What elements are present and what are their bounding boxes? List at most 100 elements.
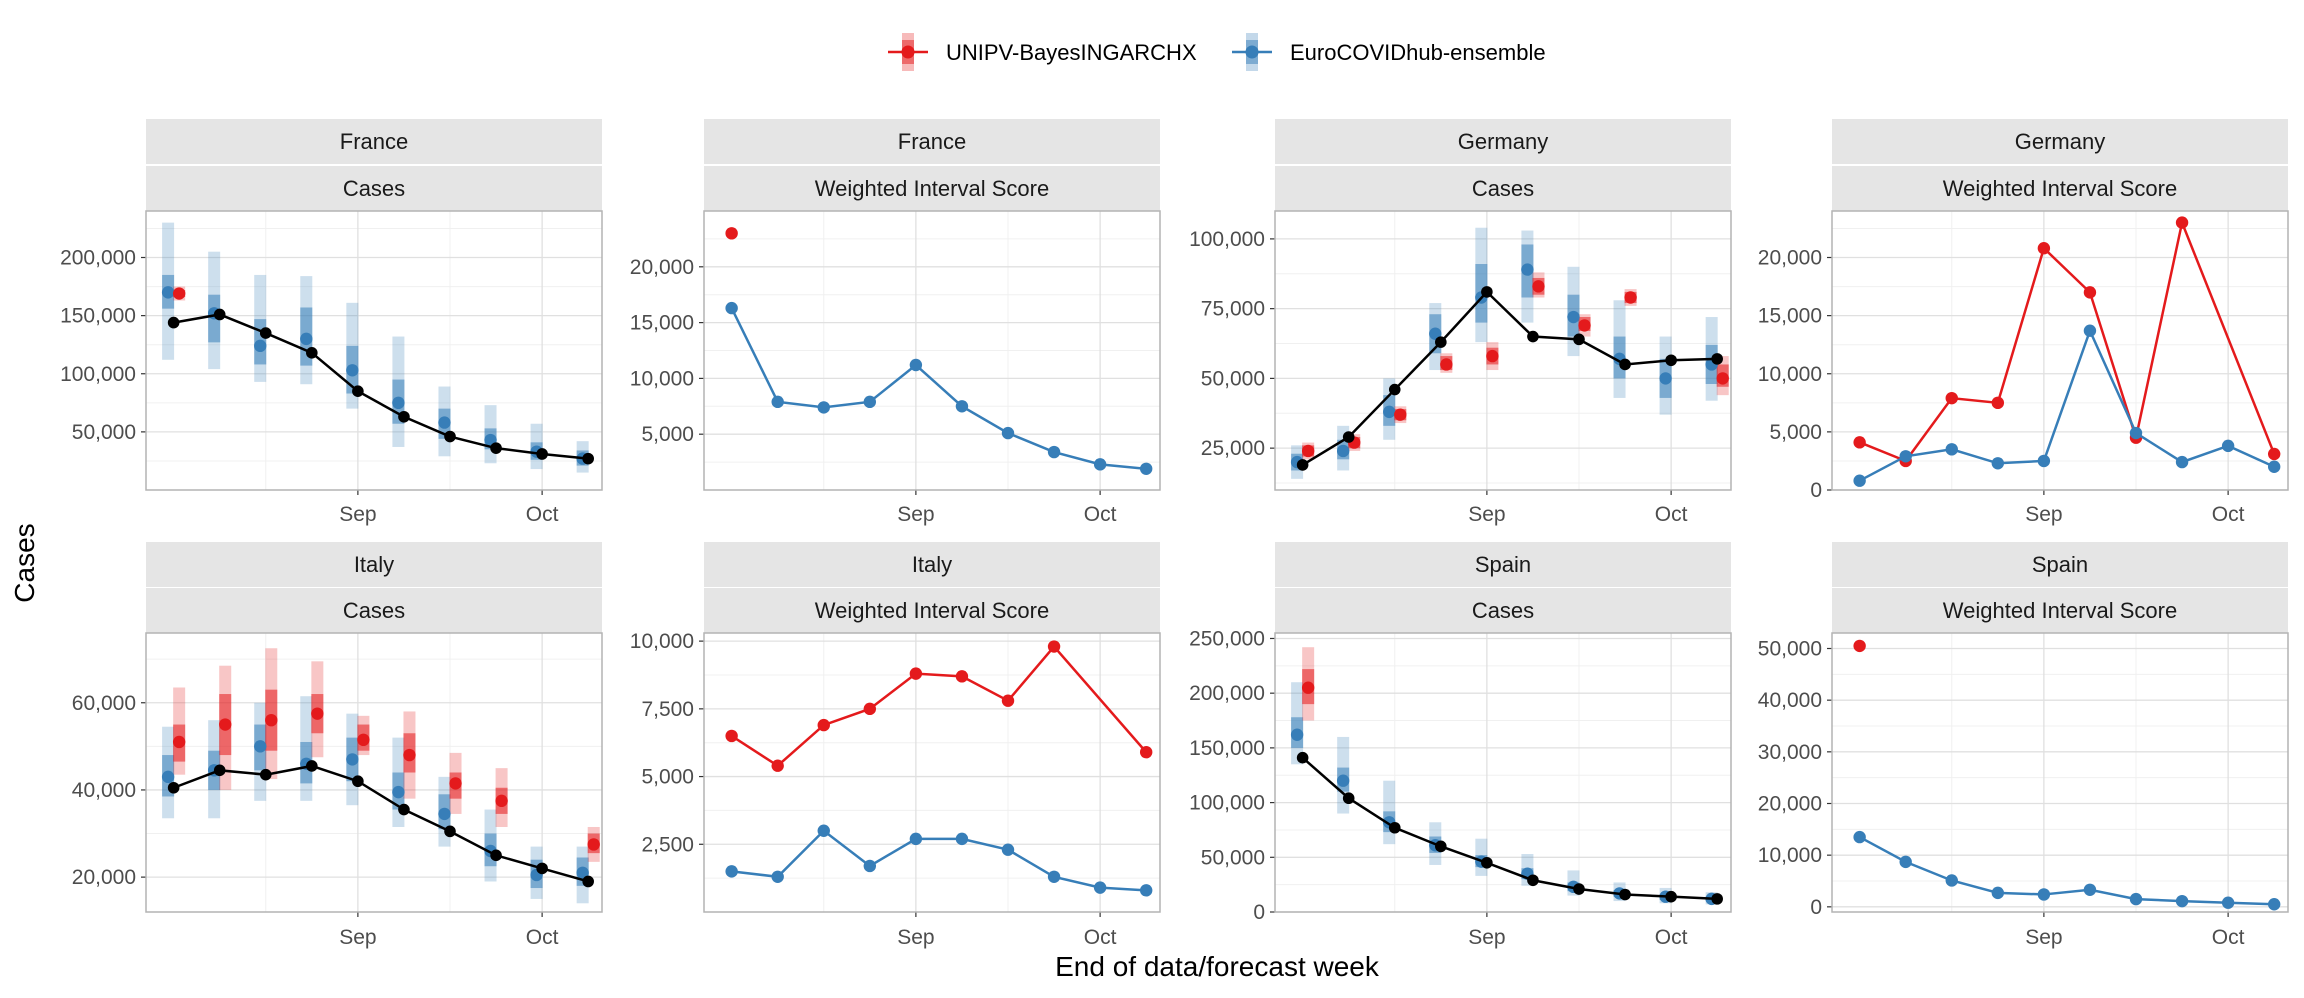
ensemble-point (1047, 445, 1061, 459)
observed-cases-point (1619, 358, 1631, 371)
ensemble-point (2267, 898, 2281, 911)
strip-label-location: Italy (354, 552, 394, 577)
y-tick-label: 0 (1810, 896, 1822, 919)
ensemble-point (2037, 888, 2051, 901)
observed-cases-point (444, 825, 456, 838)
facet-strip (1832, 542, 2288, 587)
observed-cases-point (259, 768, 272, 781)
y-tick-label: 100,000 (60, 363, 136, 386)
ensemble-point (2175, 455, 2189, 469)
ensemble-point (1991, 457, 2005, 470)
legend-key-model (888, 33, 928, 71)
ensemble-point (1991, 886, 2005, 900)
y-tick-label: 200,000 (1189, 682, 1265, 705)
model-point (403, 748, 416, 762)
legend-key-ensemble (1232, 33, 1272, 71)
y-tick-label: 10,000 (1758, 844, 1822, 867)
strip-label-location: Germany (2015, 129, 2105, 154)
x-tick-label: Sep (339, 926, 376, 949)
model-point (1301, 681, 1315, 694)
strip-label-location: France (340, 129, 408, 154)
facet-strip (704, 166, 1160, 211)
ensemble-point (1521, 263, 1534, 276)
x-tick-label: Sep (339, 503, 376, 526)
ensemble-score-line (730, 307, 1147, 471)
facet-strip (146, 588, 602, 633)
observed-cases-point (213, 764, 226, 777)
ensemble-point (1093, 881, 1107, 894)
strip-label-target: Cases (1472, 176, 1534, 201)
observed-cases-point (1435, 840, 1447, 853)
model-point (1486, 349, 1499, 363)
ensemble-point (1139, 884, 1153, 897)
y-tick-label: 0 (1253, 901, 1265, 924)
y-tick-label: 75,000 (1201, 298, 1265, 321)
observed-cases-point (1573, 883, 1585, 895)
model-point (1716, 372, 1729, 385)
facet-strip (1275, 166, 1731, 211)
model-point (1440, 358, 1453, 371)
ensemble-point (1001, 843, 1015, 856)
y-tick-label: 0 (1810, 479, 1822, 502)
y-tick-label: 7,500 (641, 698, 694, 721)
facet-strip (1832, 588, 2288, 633)
facet-strip (1832, 166, 2288, 211)
x-tick-label: Sep (1468, 926, 1505, 949)
observed-cases-point (1388, 821, 1401, 834)
model-point (1991, 396, 2005, 410)
observed-cases-point (1527, 330, 1539, 343)
model-point (1001, 694, 1015, 707)
y-tick-label: 250,000 (1189, 627, 1265, 650)
facet-panel: France Cases 50,000 100,000 150,000 200,000 Se… (60, 119, 603, 526)
facet-strip (146, 166, 602, 211)
observed-cases-point (444, 430, 456, 443)
ensemble-point (300, 332, 313, 346)
panel-border (1831, 210, 2289, 491)
observed-cases-point (213, 308, 226, 321)
ensemble-point (771, 395, 784, 409)
facet-panel: Italy Cases 20,000 40,000 60,000 Sep Oct (72, 542, 603, 949)
x-axis-title: End of data/forecast week (1055, 951, 1380, 982)
observed-cases-point (398, 803, 410, 816)
ensemble-point (1429, 327, 1442, 340)
observed-cases-line (1301, 290, 1718, 466)
ensemble-point (254, 740, 267, 753)
x-tick-label: Sep (1468, 503, 1505, 526)
model-point (1624, 291, 1637, 304)
y-tick-label: 50,000 (1201, 367, 1265, 390)
model-point (495, 794, 508, 808)
legend-label-ensemble: EuroCOVIDhub-ensemble (1290, 40, 1546, 65)
observed-cases-point (167, 316, 180, 329)
y-tick-label: 50,000 (1201, 846, 1265, 869)
panel-border (1274, 210, 1732, 491)
ensemble-score-line (1859, 327, 2275, 482)
strip-label-target: Weighted Interval Score (815, 598, 1049, 623)
observed-cases-point (259, 327, 272, 339)
model-point (1301, 444, 1315, 458)
model-point (172, 735, 186, 749)
model-point (725, 227, 738, 240)
ensemble-point (1001, 426, 1015, 440)
observed-cases-point (582, 452, 594, 465)
strip-label-location: Spain (2032, 552, 2088, 577)
strip-label-target: Cases (343, 598, 405, 623)
observed-cases-point (1435, 336, 1447, 348)
ensemble-point (161, 286, 175, 299)
x-tick-label: Oct (526, 926, 559, 949)
strip-label-target: Cases (1472, 598, 1534, 623)
model-point (817, 718, 830, 732)
ensemble-point (2083, 324, 2097, 337)
ensemble-point (2221, 896, 2235, 909)
model-point (863, 702, 877, 716)
observed-cases-point (1481, 856, 1493, 869)
ensemble-point (1853, 830, 1866, 844)
ensemble-point (1047, 870, 1061, 883)
facet-strip (1275, 542, 1731, 587)
ensemble-point (346, 364, 359, 377)
observed-cases-point (582, 875, 594, 888)
panel-border (703, 632, 1161, 913)
ensemble-point (1945, 874, 1958, 887)
strip-label-location: France (898, 129, 966, 154)
ensemble-score-line (1859, 835, 2275, 906)
